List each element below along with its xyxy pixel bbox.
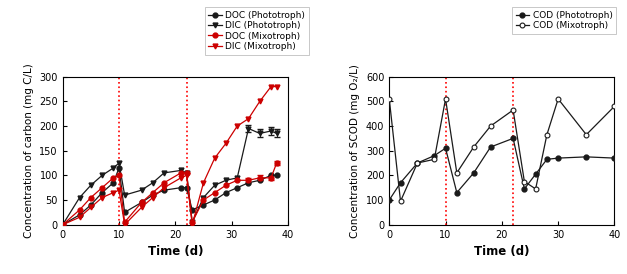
Y-axis label: Concentration of SCOD (mg O₂/L): Concentration of SCOD (mg O₂/L) xyxy=(350,64,361,238)
Y-axis label: Concentration of carbon (mg C/L): Concentration of carbon (mg C/L) xyxy=(24,63,34,238)
X-axis label: Time (d): Time (d) xyxy=(147,245,203,258)
Legend: COD (Phototroph), COD (Mixotroph): COD (Phototroph), COD (Mixotroph) xyxy=(512,7,616,34)
Legend: DOC (Phototroph), DIC (Phototroph), DOC (Mixotroph), DIC (Mixotroph): DOC (Phototroph), DIC (Phototroph), DOC … xyxy=(205,7,309,55)
X-axis label: Time (d): Time (d) xyxy=(474,245,530,258)
